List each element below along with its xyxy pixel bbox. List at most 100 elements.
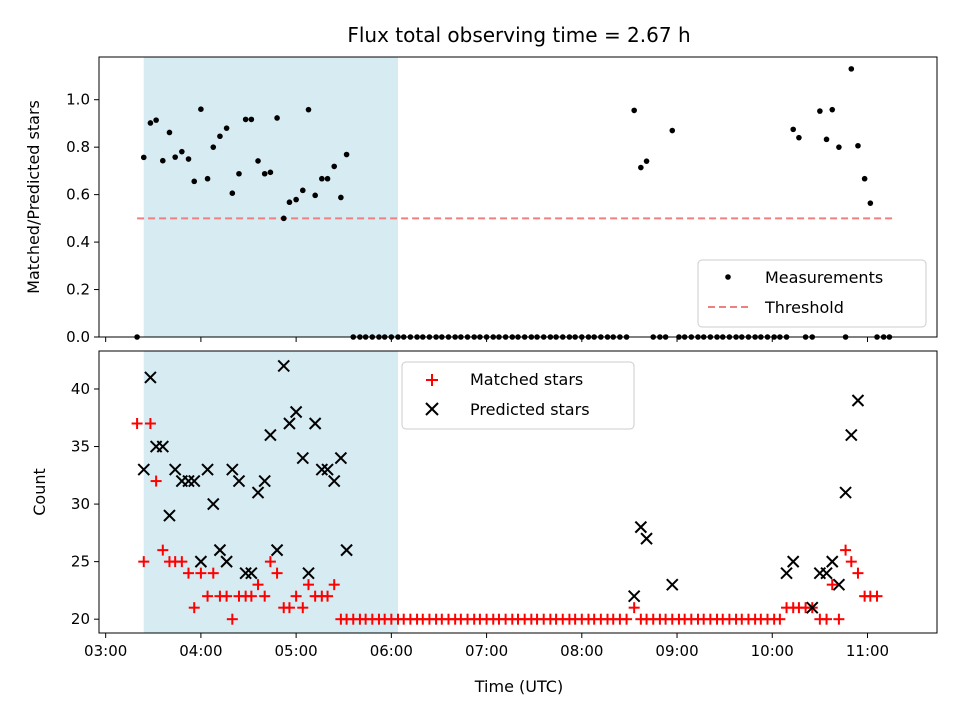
- top-x-ticks: [105, 337, 868, 342]
- measurement-point: [274, 115, 280, 121]
- top-panel: 0.0 0.2 0.4 0.6 0.8 1.0 Matched/Predicted sta…: [24, 56, 938, 346]
- measurement-point: [338, 194, 344, 201]
- predicted-star-point: [780, 566, 793, 580]
- top-y-tick-label: 1.0: [66, 91, 90, 109]
- top-y-tick-label: 0.2: [66, 281, 90, 299]
- measurement-point: [229, 190, 236, 197]
- bottom-y-tick-label: 20: [71, 610, 90, 628]
- chart-title: Flux total observing time = 2.67 h: [347, 23, 690, 47]
- top-y-axis-label: Matched/Predicted stars: [24, 100, 43, 294]
- predicted-star-point: [845, 428, 858, 442]
- measurement-point: [861, 175, 868, 182]
- measurement-point: [343, 151, 350, 158]
- bottom-panel: 20 25 30 35 40 03:00 04:00 05:00 06:00 07:00 08:0…: [30, 350, 938, 696]
- legend-measurements-label: Measurements: [765, 268, 883, 287]
- measurement-point: [267, 169, 274, 176]
- predicted-star-point: [640, 532, 653, 545]
- measurement-point: [796, 134, 802, 141]
- predicted-star-point: [245, 566, 258, 580]
- measurement-point: [643, 158, 650, 164]
- predicted-star-point: [296, 451, 309, 465]
- measurement-point: [160, 157, 166, 164]
- matched-star-point: [188, 602, 200, 614]
- matched-star-point: [322, 590, 334, 602]
- predicted-star-point: [634, 520, 648, 534]
- matched-star-point: [259, 590, 271, 602]
- bottom-y-tick-label: 40: [71, 380, 90, 398]
- predicted-star-point: [328, 474, 341, 488]
- predicted-star-point: [226, 463, 239, 476]
- predicted-star-point: [168, 463, 182, 476]
- matched-star-point: [628, 602, 640, 614]
- predicted-star-point: [321, 463, 334, 476]
- predicted-star-point: [213, 543, 227, 557]
- matched-star-point: [871, 590, 883, 602]
- measurement-point: [248, 116, 255, 123]
- predicted-star-point: [666, 578, 679, 591]
- bottom-y-axis-label: Count: [30, 468, 49, 516]
- matched-star-point: [845, 556, 857, 568]
- predicted-star-point: [627, 589, 641, 603]
- measurement-point: [312, 192, 318, 199]
- x-tick-label: 09:00: [655, 642, 698, 660]
- predicted-star-point: [188, 474, 201, 488]
- predicted-star-point: [144, 371, 157, 384]
- measurement-point: [286, 199, 293, 206]
- predicted-star-point: [315, 463, 329, 476]
- predicted-star-point: [820, 566, 833, 580]
- matched-star-point: [176, 556, 188, 568]
- matched-star-point: [264, 556, 276, 568]
- x-tick-label: 04:00: [179, 642, 222, 660]
- predicted-star-point: [839, 486, 852, 499]
- predicted-star-point: [826, 555, 839, 568]
- x-tick-label: 03:00: [84, 642, 127, 660]
- x-tick-label: 07:00: [465, 642, 508, 660]
- measurement-point: [242, 116, 249, 123]
- measurement-point: [261, 170, 268, 177]
- predicted-star-point: [302, 566, 315, 580]
- predicted-star-point: [251, 486, 265, 499]
- predicted-star-point: [182, 474, 195, 488]
- measurement-point: [293, 196, 299, 203]
- predicted-star-point: [334, 451, 348, 465]
- bottom-y-tick-label: 35: [71, 438, 90, 456]
- top-y-ticks: 0.0 0.2 0.4 0.6 0.8 1.0: [66, 91, 99, 346]
- legend-threshold-label: Threshold: [764, 298, 844, 317]
- x-tick-label: 11:00: [846, 642, 889, 660]
- matched-star-point: [202, 590, 214, 602]
- x-tick-label: 08:00: [560, 642, 603, 660]
- measurement-point: [166, 129, 173, 136]
- top-y-tick-label: 0.0: [66, 328, 90, 346]
- predicted-star-point: [137, 463, 150, 476]
- predicted-star-point: [806, 601, 819, 614]
- measurement-point: [204, 175, 211, 182]
- predicted-star-point: [163, 509, 176, 522]
- matched-star-point: [297, 602, 309, 614]
- predicted-star-point: [201, 463, 214, 476]
- matched-star-point: [328, 579, 340, 591]
- measurement-point: [305, 106, 312, 113]
- measurement-point: [638, 164, 644, 171]
- predicted-star-point: [258, 474, 271, 488]
- top-legend-box: [697, 259, 927, 328]
- measurement-point: [836, 144, 842, 150]
- matched-star-point: [226, 613, 238, 625]
- legend-matched-marker: [426, 374, 438, 386]
- matched-star-point: [221, 590, 233, 602]
- predicted-star-point: [832, 578, 846, 591]
- bottom-y-tick-label: 30: [71, 495, 90, 513]
- measurement-point: [198, 106, 204, 113]
- predicted-star-point: [340, 543, 353, 557]
- matched-star-point: [826, 579, 838, 591]
- predicted-star-point: [283, 417, 296, 430]
- x-tick-label: 05:00: [275, 642, 318, 660]
- matched-star-point: [195, 567, 207, 579]
- top-y-tick-label: 0.8: [66, 138, 90, 156]
- measurement-point: [210, 144, 217, 150]
- predicted-star-point: [239, 566, 252, 580]
- top-plot-frame: [98, 56, 938, 338]
- predicted-star-point: [156, 440, 170, 453]
- measurement-point: [185, 156, 192, 162]
- measurement-point: [153, 117, 159, 123]
